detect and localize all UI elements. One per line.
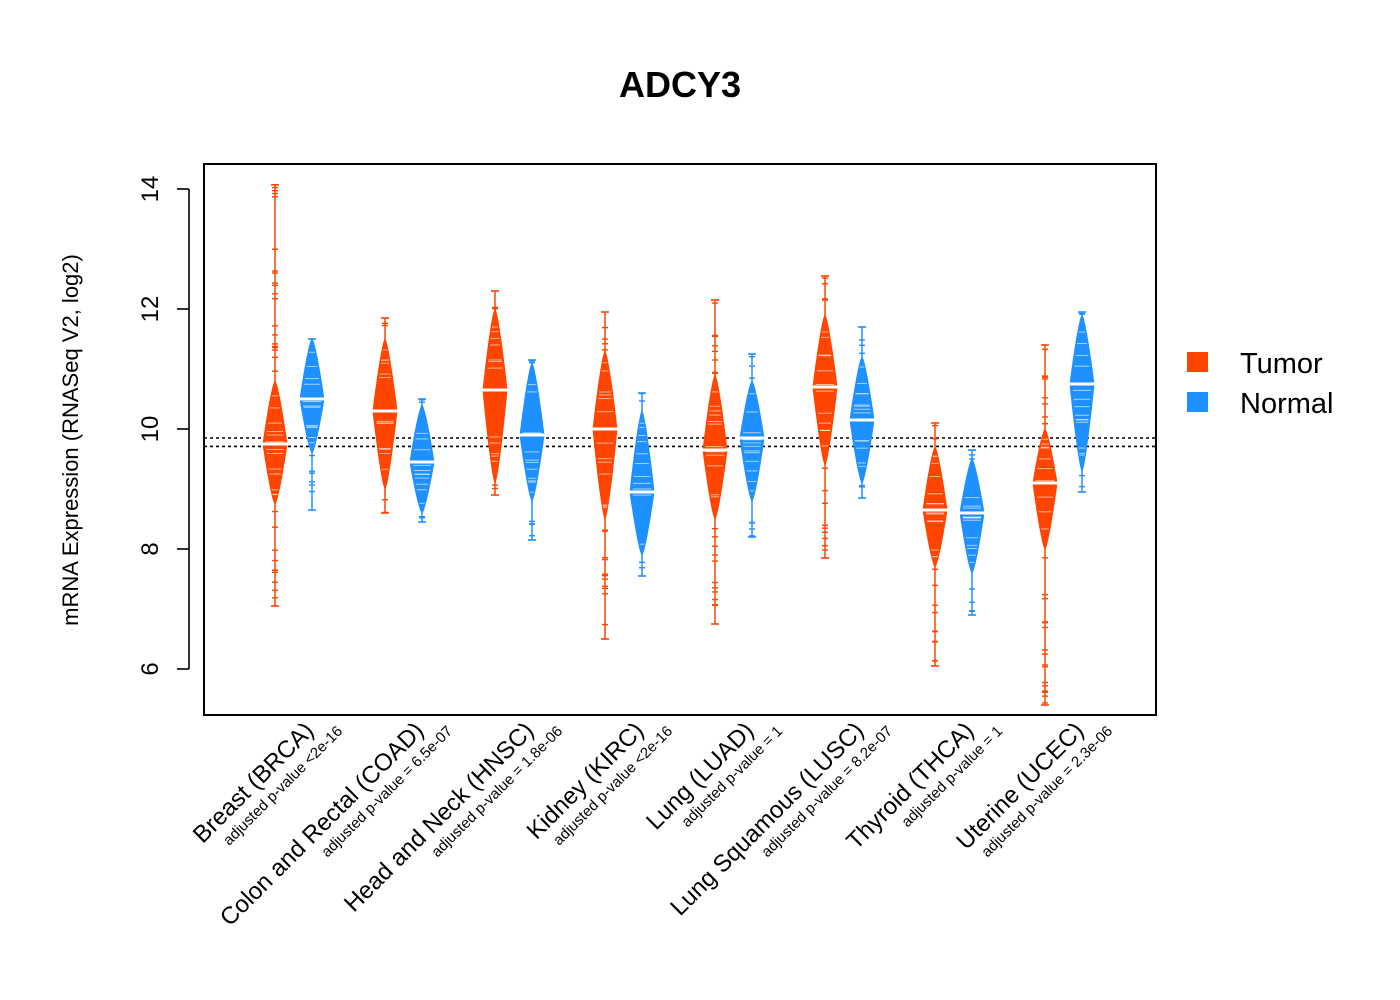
plot-layer xyxy=(204,184,1156,706)
normal-violin xyxy=(518,359,546,541)
category-label-group: Kidney (KIRC)adjusted p-value <2e-16 xyxy=(522,717,676,849)
tumor-violin xyxy=(701,299,729,625)
tumor-violin xyxy=(481,290,509,496)
legend-swatch xyxy=(1187,392,1208,412)
y-tick-label: 8 xyxy=(137,542,164,555)
category-label-group: Uterine (UCEC)adjusted p-value = 2.3e-06 xyxy=(951,717,1116,861)
legend: Tumor Normal xyxy=(1187,348,1333,420)
tumor-violin xyxy=(261,184,289,607)
plot-frame xyxy=(203,163,1157,716)
legend-swatch xyxy=(1187,352,1208,372)
normal-violin xyxy=(298,337,326,511)
normal-violin xyxy=(408,398,436,523)
y-axis-label: mRNA Expression (RNASeq V2, log2) xyxy=(58,254,83,626)
chart-title: ADCY3 xyxy=(619,64,741,105)
normal-violin xyxy=(738,353,766,538)
x-axis-labels: Breast (BRCA)adjusted p-value <2e-16Colo… xyxy=(188,717,1116,931)
y-tick-label: 10 xyxy=(137,416,164,443)
tumor-violin xyxy=(811,275,839,559)
normal-violin xyxy=(1068,311,1096,493)
normal-violin xyxy=(628,392,656,577)
tumor-violin xyxy=(921,422,949,667)
normal-violin xyxy=(958,449,986,616)
legend-label: Tumor xyxy=(1240,348,1323,380)
legend-label: Normal xyxy=(1240,388,1333,420)
tumor-violin xyxy=(591,311,619,640)
normal-violin xyxy=(848,326,876,499)
tumor-violin xyxy=(371,317,399,514)
y-tick-label: 6 xyxy=(137,662,164,675)
y-tick-label: 14 xyxy=(137,176,164,203)
tumor-violin xyxy=(1031,344,1059,706)
y-axis: 6 8 10 12 14 xyxy=(137,176,190,676)
y-tick-label: 12 xyxy=(137,296,164,323)
